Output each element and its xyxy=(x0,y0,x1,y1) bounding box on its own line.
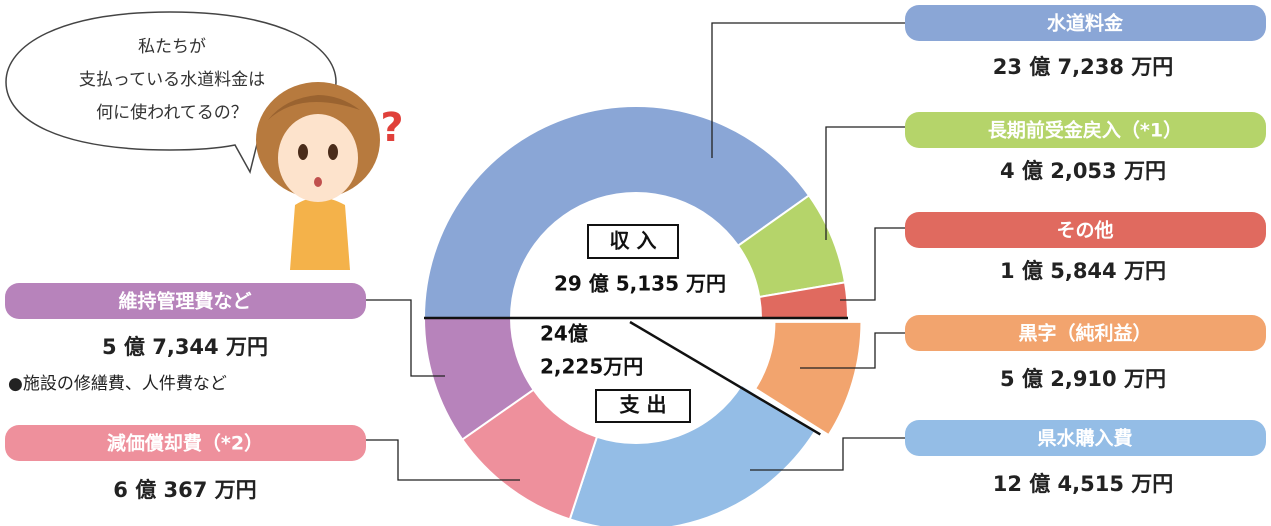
expense-title: 支 出 xyxy=(620,393,667,417)
apron xyxy=(290,198,350,271)
infographic: 私たちが 支払っている水道料金は 何に使われてるの？ ? 収 入 29 億 5,… xyxy=(0,0,1271,526)
value-label: 12 億 4,515 万円 xyxy=(993,472,1174,496)
category-label: 県水購入費 xyxy=(1037,427,1132,450)
annotation: ●施設の修繕費、人件費など xyxy=(8,374,227,394)
expense-total: 2,225万円 xyxy=(540,355,643,379)
income-title: 収 入 xyxy=(610,229,657,253)
value-label: 5 億 2,910 万円 xyxy=(1000,367,1166,391)
bubble-line: 何に使われてるの？ xyxy=(96,102,248,123)
value-label: 4 億 2,053 万円 xyxy=(1000,159,1166,183)
category-label: 水道料金 xyxy=(1047,12,1124,35)
eye xyxy=(328,144,338,160)
bubble-line: 支払っている水道料金は xyxy=(79,70,265,90)
category-label: 黒字（純利益） xyxy=(1018,322,1151,345)
category-label: その他 xyxy=(1056,219,1113,242)
value-label: 6 億 367 万円 xyxy=(113,478,256,502)
question-mark: ? xyxy=(380,105,403,151)
mouth xyxy=(314,177,322,187)
category-label: 維持管理費など xyxy=(118,290,251,313)
character: ? xyxy=(256,82,404,270)
leader-line xyxy=(840,228,905,300)
value-label: 5 億 7,344 万円 xyxy=(102,335,268,359)
donut-chart xyxy=(424,106,861,526)
leader-line xyxy=(826,127,905,240)
expense-total: 24億 xyxy=(540,322,588,346)
bubble-line: 私たちが xyxy=(138,37,206,57)
value-label: 23 億 7,238 万円 xyxy=(993,55,1174,79)
face xyxy=(278,114,358,202)
category-label: 減価償却費（*2） xyxy=(107,432,263,455)
eye xyxy=(298,144,308,160)
income-total: 29 億 5,135 万円 xyxy=(554,272,726,296)
value-label: 1 億 5,844 万円 xyxy=(1000,259,1166,283)
category-label: 長期前受金戻入（*1） xyxy=(988,119,1182,142)
